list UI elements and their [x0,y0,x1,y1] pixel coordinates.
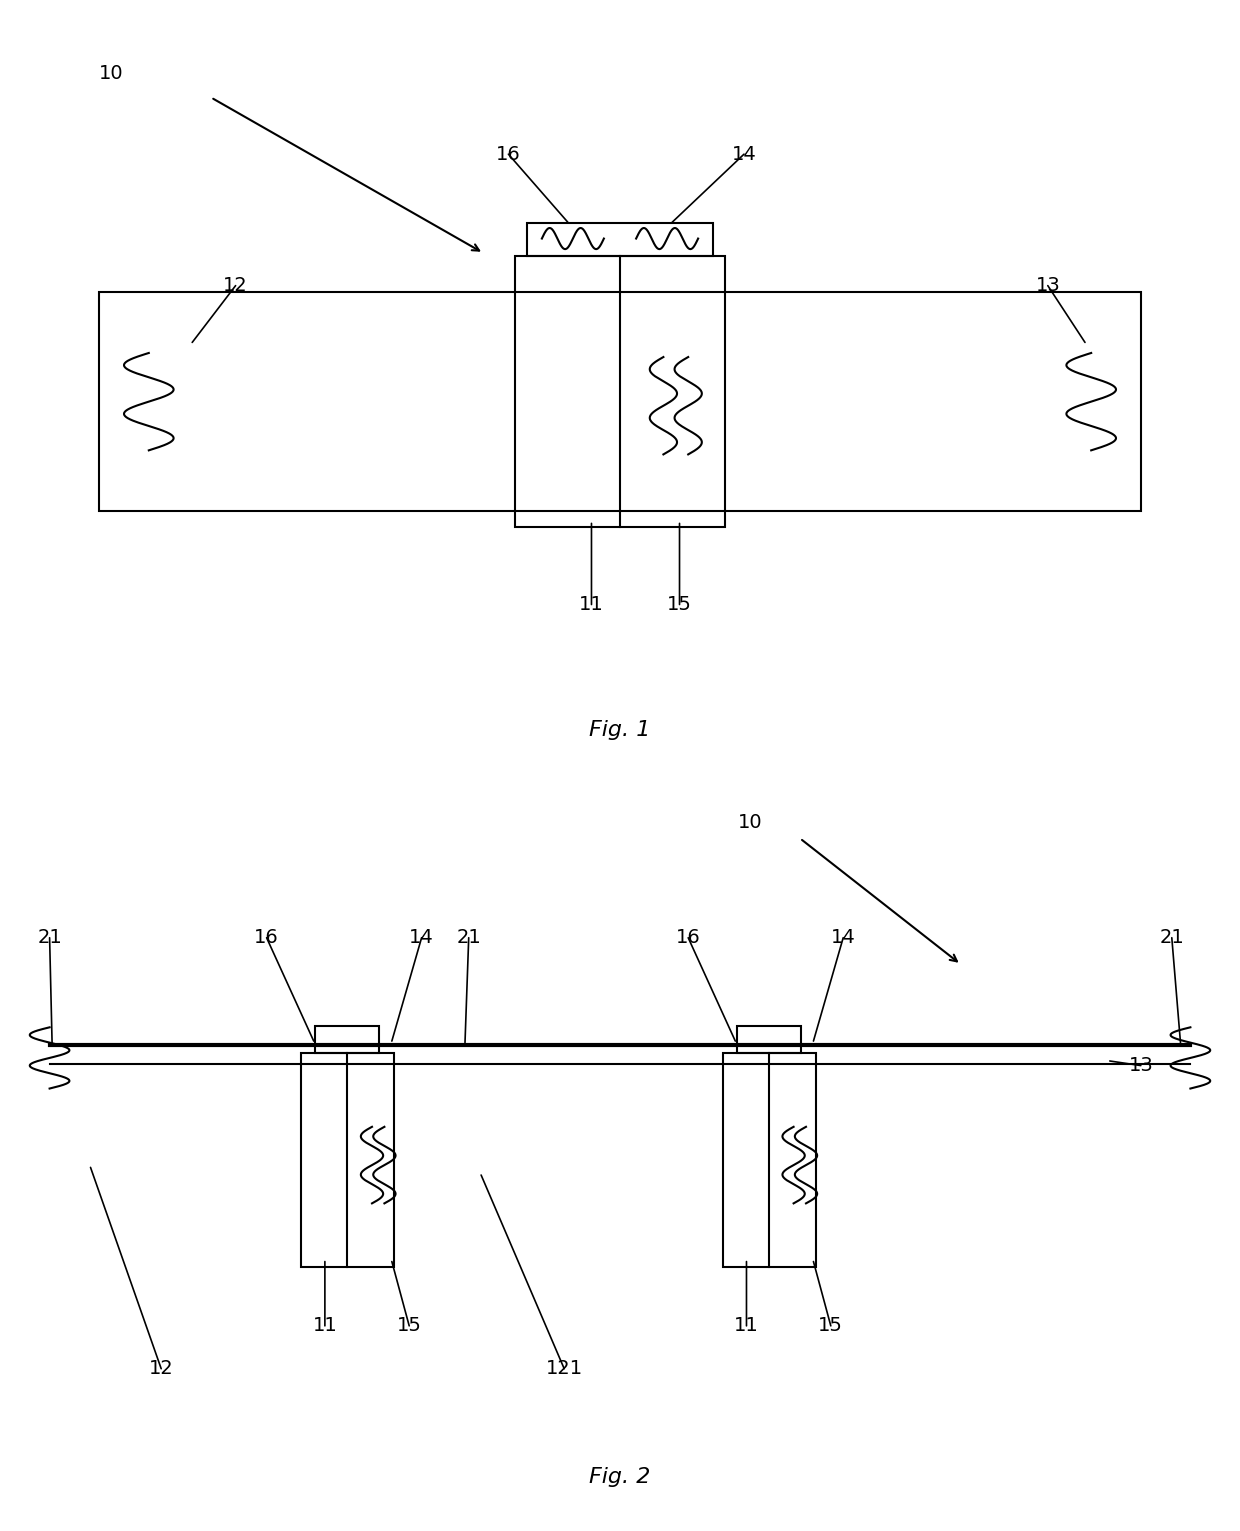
Text: 21: 21 [1159,928,1184,948]
Text: Fig. 2: Fig. 2 [589,1467,651,1488]
Text: 13: 13 [1128,1056,1153,1075]
Text: 15: 15 [667,596,692,614]
Text: 16: 16 [496,144,521,164]
Text: 16: 16 [676,928,701,948]
Text: 13: 13 [1035,276,1060,295]
Text: 14: 14 [409,928,434,948]
Text: 10: 10 [99,63,124,83]
Text: 12: 12 [223,276,248,295]
Text: 14: 14 [831,928,856,948]
Text: 15: 15 [397,1317,422,1335]
Text: 11: 11 [579,596,604,614]
Text: 16: 16 [254,928,279,948]
Text: 12: 12 [149,1360,174,1378]
Text: 11: 11 [734,1317,759,1335]
Text: 121: 121 [546,1360,583,1378]
Text: 21: 21 [37,928,62,948]
Text: 10: 10 [738,813,763,833]
Text: Fig. 1: Fig. 1 [589,720,651,741]
Text: 14: 14 [732,144,756,164]
Text: 21: 21 [456,928,481,948]
Text: 11: 11 [312,1317,337,1335]
Text: 15: 15 [818,1317,843,1335]
